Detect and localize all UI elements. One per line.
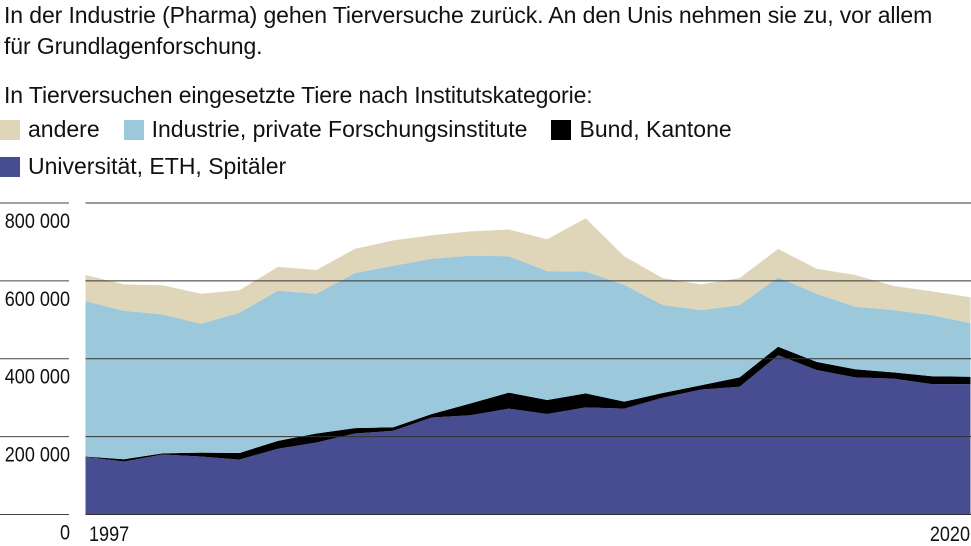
chart-title: In der Industrie (Pharma) gehen Tiervers… [4, 2, 933, 59]
legend-swatch [123, 119, 144, 140]
area-series-2 [85, 255, 971, 460]
legend-label: Universität, ETH, Spitäler [28, 153, 287, 179]
y-tick-label: 0 [60, 521, 70, 545]
legend-label: Industrie, private Forschungsinstitute [151, 116, 528, 142]
legend-swatch [551, 119, 572, 140]
y-tick-label: 400 000 [5, 366, 70, 390]
chart-subtitle: In Tierversuchen eingesetzte Tiere nach … [4, 82, 593, 108]
x-tick-label: 1997 [89, 523, 129, 546]
legend-row-2: Universität, ETH, Spitäler [0, 153, 310, 180]
legend-item-andere: andere [0, 116, 100, 143]
x-tick-label: 2020 [930, 523, 970, 546]
legend-item-universitaet: Universität, ETH, Spitäler [0, 153, 286, 180]
legend-swatch [0, 156, 20, 177]
area-series-0 [85, 355, 971, 515]
y-tick-label: 800 000 [5, 210, 70, 234]
legend-label: Bund, Kantone [579, 116, 732, 142]
y-tick-label: 600 000 [5, 288, 70, 312]
y-tick-label: 200 000 [5, 443, 70, 467]
legend-swatch [0, 119, 20, 140]
legend-item-industrie: Industrie, private Forschungsinstitute [123, 116, 528, 143]
area-series-1 [85, 346, 971, 462]
area-series-3 [85, 218, 971, 324]
legend-label: andere [28, 116, 100, 142]
legend-item-bund: Bund, Kantone [551, 116, 732, 143]
legend-row-1: andere Industrie, private Forschungsinst… [0, 116, 756, 143]
